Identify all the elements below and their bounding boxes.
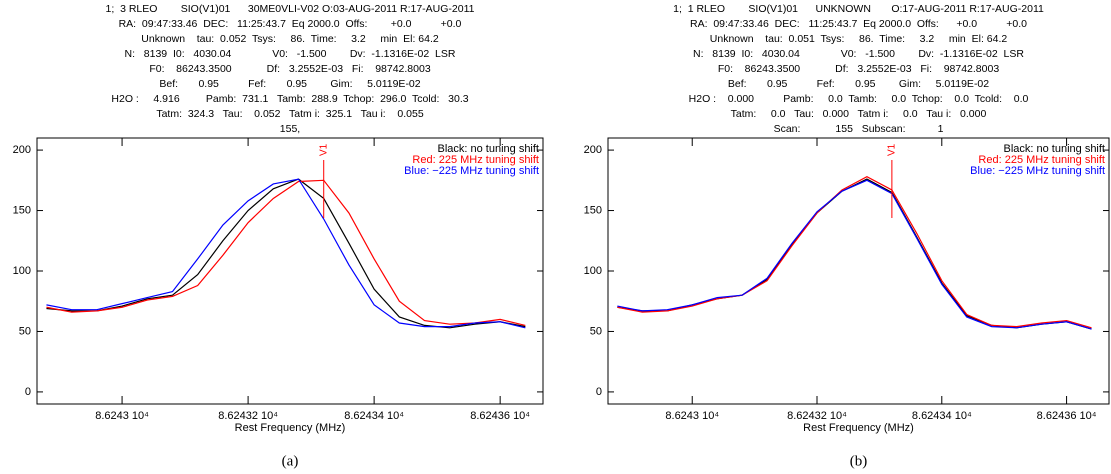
header-line: Unknown tau: 0.052 Tsys: 86. Time: 3.2 m… (141, 33, 439, 45)
x-tick-label: 8.62434 10⁴ (344, 410, 404, 422)
x-axis-label: Rest Frequency (MHz) (803, 422, 914, 434)
legend-entry: Black: no tuning shift (1003, 143, 1105, 155)
y-tick-label: 200 (13, 144, 31, 156)
marker-label: V1 (318, 143, 329, 156)
header-line: RA: 09:47:33.46 DEC: 11:25:43.7 Eq 2000.… (119, 18, 462, 30)
plot-frame (36, 137, 544, 405)
header-line: Bef: 0.95 Fef: 0.95 Gim: 5.0119E-02 (159, 78, 420, 90)
spectrum-line (46, 178, 526, 329)
spectrum-line (46, 178, 526, 329)
legend-entry: Black: no tuning shift (437, 143, 539, 155)
header-line: H2O : 0.000 Pamb: 0.0 Tamb: 0.0 Tchop: 0… (689, 93, 1029, 105)
y-tick-label: 200 (584, 144, 602, 156)
y-tick-label: 100 (584, 265, 602, 277)
panel: 1; 1 RLEO SIO(V1)01 UNKNOWN O:17-AUG-201… (584, 3, 1110, 469)
header-line: F0: 86243.3500 Df: 3.2552E-03 Fi: 98742.… (149, 63, 431, 75)
spectrum-line (46, 179, 526, 326)
legend-entry: Red: 225 MHz tuning shift (978, 154, 1105, 166)
header-line: F0: 86243.3500 Df: 3.2552E-03 Fi: 98742.… (718, 63, 1000, 75)
spectrum-line (617, 179, 1092, 330)
header-line: 1; 1 RLEO SIO(V1)01 UNKNOWN O:17-AUG-201… (673, 3, 1044, 15)
header-line: Scan: 155 Subscan: 1 (774, 123, 944, 135)
header-line: N: 8139 I0: 4030.04 V0: -1.500 Dv: -1.13… (693, 48, 1024, 60)
y-tick-label: 100 (13, 265, 31, 277)
y-tick-label: 0 (25, 386, 31, 398)
y-tick-label: 150 (584, 204, 602, 216)
panel: 1; 3 RLEO SIO(V1)01 30ME0VLI-V02 O:03-AU… (13, 3, 544, 469)
x-tick-label: 8.62436 10⁴ (470, 410, 530, 422)
x-tick-label: 8.62432 10⁴ (218, 410, 278, 422)
header-line: Tatm: 324.3 Tau: 0.052 Tatm i: 325.1 Tau… (156, 108, 423, 120)
x-tick-label: 8.6243 10⁴ (95, 410, 149, 422)
header-line: 1; 3 RLEO SIO(V1)01 30ME0VLI-V02 O:03-AU… (105, 3, 474, 15)
header-line: Unknown tau: 0.051 Tsys: 86. Time: 3.2 m… (710, 33, 1008, 45)
x-axis-label: Rest Frequency (MHz) (235, 422, 346, 434)
y-tick-label: 50 (19, 325, 31, 337)
plot-frame (607, 137, 1110, 405)
marker-label: V1 (887, 143, 898, 156)
y-tick-label: 50 (590, 325, 602, 337)
spectrum-line (617, 176, 1092, 329)
header-line: RA: 09:47:33.46 DEC: 11:25:43.7 Eq 2000.… (690, 18, 1027, 30)
legend-entry: Blue: −225 MHz tuning shift (404, 165, 539, 177)
header-line: Bef: 0.95 Fef: 0.95 Gim: 5.0119E-02 (728, 78, 989, 90)
y-tick-label: 150 (13, 204, 31, 216)
header-line: 155, (280, 123, 300, 135)
caption: (b) (850, 453, 868, 469)
y-tick-label: 0 (596, 386, 602, 398)
header-line: N: 8139 I0: 4030.04 V0: -1.500 Dv: -1.13… (125, 48, 456, 60)
x-tick-label: 8.62432 10⁴ (787, 410, 847, 422)
x-tick-label: 8.62434 10⁴ (912, 410, 972, 422)
legend-entry: Red: 225 MHz tuning shift (412, 154, 539, 166)
header-line: H2O : 4.916 Pamb: 731.1 Tamb: 288.9 Tcho… (111, 93, 468, 105)
caption: (a) (282, 453, 299, 469)
x-tick-label: 8.6243 10⁴ (665, 410, 719, 422)
legend-entry: Blue: −225 MHz tuning shift (970, 165, 1105, 177)
x-tick-label: 8.62436 10⁴ (1037, 410, 1097, 422)
header-line: Tatm: 0.0 Tau: 0.000 Tatm i: 0.0 Tau i: … (731, 108, 987, 120)
